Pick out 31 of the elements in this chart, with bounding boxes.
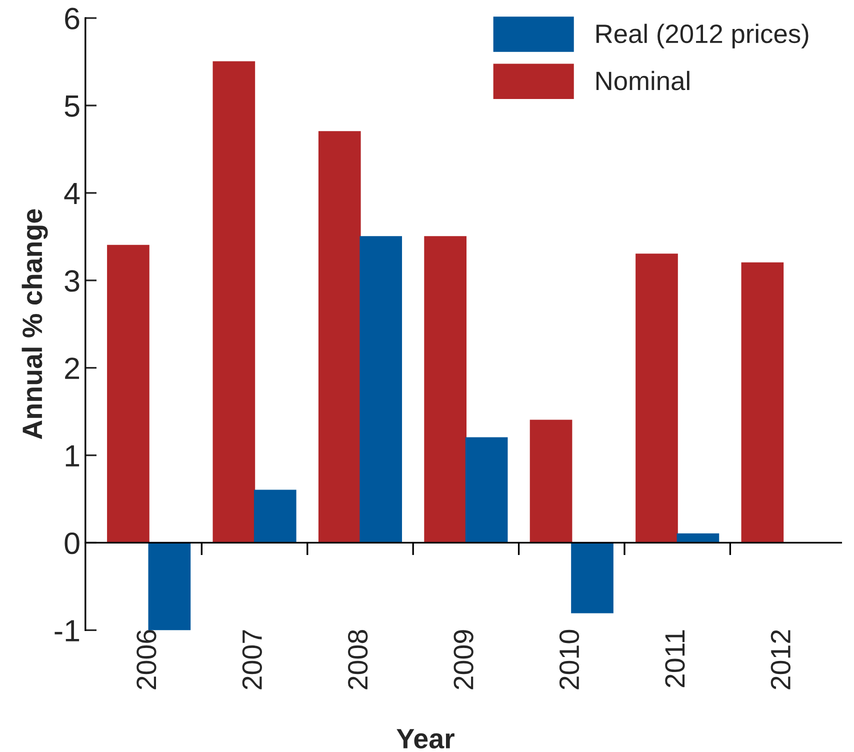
x-tick-label: 2010	[559, 630, 580, 690]
bar	[571, 542, 614, 614]
x-tick-label: 2009	[454, 630, 474, 690]
bar	[424, 236, 466, 544]
bar	[636, 254, 678, 544]
bar	[741, 262, 784, 544]
y-axis-title: Annual % change	[22, 209, 48, 440]
x-tick-label: 2012	[770, 630, 791, 690]
legend-label: Nominal	[596, 70, 690, 90]
y-tick-label: 6	[65, 8, 80, 30]
legend-label: Real (2012 prices)	[596, 24, 808, 48]
bar	[318, 131, 361, 544]
x-tick-label: 2007	[242, 630, 262, 690]
x-tick-label: 2008	[348, 630, 368, 690]
bar	[148, 542, 191, 630]
bar	[107, 244, 150, 544]
y-tick-label: 2	[65, 358, 80, 379]
y-tick-label: -1	[54, 620, 80, 642]
x-tick-label: 2011	[665, 630, 685, 688]
y-tick-label: 1	[66, 445, 80, 466]
bar	[360, 236, 402, 544]
x-axis-title: Year	[396, 729, 454, 749]
y-tick-label: 0	[64, 532, 80, 554]
y-tick-label: 4	[64, 182, 80, 204]
bar	[530, 420, 572, 544]
x-tick-label: 2006	[136, 630, 156, 690]
bar	[254, 490, 296, 544]
y-tick-label: 3	[64, 270, 80, 292]
y-tick-label: 5	[64, 96, 80, 117]
bar	[465, 437, 508, 544]
bar	[212, 61, 256, 544]
